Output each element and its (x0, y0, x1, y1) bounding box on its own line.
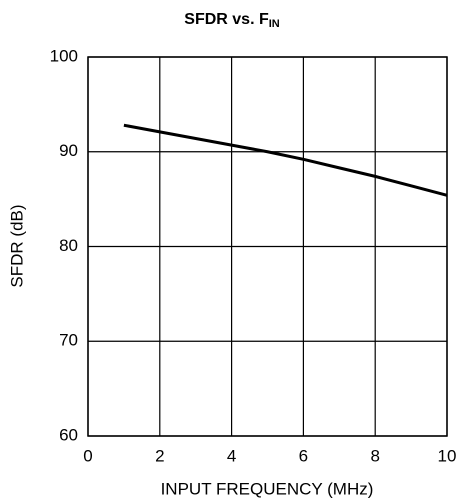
x-tick-label: 10 (438, 446, 457, 465)
chart-title: SFDR vs. FIN (184, 11, 280, 30)
x-tick-label: 8 (370, 446, 379, 465)
y-tick-label: 70 (59, 331, 78, 350)
x-axis-label: INPUT FREQUENCY (MHz) (161, 479, 374, 498)
x-tick-label: 6 (299, 446, 308, 465)
x-tick-label: 4 (227, 446, 236, 465)
data-line (123, 123, 448, 197)
y-tick-label: 80 (59, 236, 78, 255)
title-subscript: IN (269, 18, 280, 30)
title-main: SFDR vs. F (184, 11, 269, 28)
plot-frame (87, 56, 448, 437)
y-axis-label: SFDR (dB) (7, 204, 26, 287)
y-tick-label: 60 (59, 425, 78, 444)
x-tick-label: 2 (155, 446, 164, 465)
x-tick-label: 0 (83, 446, 92, 465)
y-tick-label: 90 (59, 141, 78, 160)
y-tick-label: 100 (50, 46, 78, 65)
